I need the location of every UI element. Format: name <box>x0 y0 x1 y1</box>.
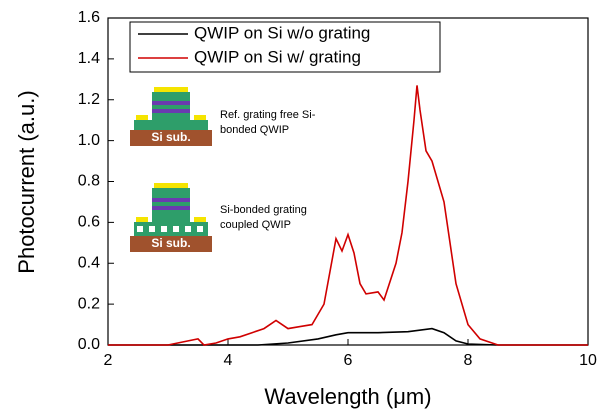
layer <box>152 109 190 113</box>
y-tick-label: 0.4 <box>78 254 100 271</box>
annotation: bonded QWIP <box>220 124 289 136</box>
y-tick-label: 0.2 <box>78 295 100 312</box>
layer <box>134 222 208 236</box>
y-tick-label: 1.6 <box>78 9 100 26</box>
y-axis-label: Photocurrent (a.u.) <box>14 90 39 273</box>
annotation: Si-bonded grating <box>220 204 307 216</box>
contact <box>194 217 206 222</box>
grating <box>197 226 203 232</box>
line <box>108 85 588 346</box>
contact <box>136 217 148 222</box>
annotation: Ref. grating free Si- <box>220 109 316 121</box>
legend-box <box>129 21 441 73</box>
line <box>108 327 588 346</box>
substrate <box>130 130 212 146</box>
layer <box>152 198 190 202</box>
grating <box>149 226 155 232</box>
y-tick-label: 0.0 <box>78 336 100 353</box>
grating <box>137 226 143 232</box>
inset-top: Si sub. Ref. grating free Si- bonded QWI… <box>130 87 316 146</box>
annotation: coupled QWIP <box>220 219 291 231</box>
mesa <box>152 188 190 222</box>
y-tick-label: 0.6 <box>78 214 100 231</box>
layer <box>152 206 190 210</box>
x-tick-label: 8 <box>464 352 473 369</box>
y-tick-label: 0.8 <box>78 173 100 190</box>
contact <box>154 87 188 92</box>
annotation: Si sub. <box>151 130 190 144</box>
layer <box>134 120 208 130</box>
layer <box>152 101 190 105</box>
contact <box>136 115 148 120</box>
x-tick-label: 10 <box>579 352 597 369</box>
x-tick-label: 2 <box>104 352 113 369</box>
contact <box>154 183 188 188</box>
x-axis-label: Wavelength (μm) <box>264 384 431 409</box>
y-tick-label: 1.0 <box>78 132 100 149</box>
legend-label: QWIP on Si w/o grating <box>194 23 370 42</box>
mesa <box>152 92 190 120</box>
y-tick-label: 1.2 <box>78 91 100 108</box>
y-tick-label: 1.4 <box>78 50 100 67</box>
legend-label: QWIP on Si w/ grating <box>194 47 361 66</box>
annotation: Si sub. <box>151 236 190 250</box>
substrate <box>130 236 212 252</box>
contact <box>194 115 206 120</box>
grating <box>185 226 191 232</box>
x-tick-label: 4 <box>224 352 233 369</box>
grating <box>173 226 179 232</box>
inset-bottom: Si sub. Si-bonded grating coupled QWIP <box>130 183 307 252</box>
grating <box>161 226 167 232</box>
x-tick-label: 6 <box>344 352 353 369</box>
